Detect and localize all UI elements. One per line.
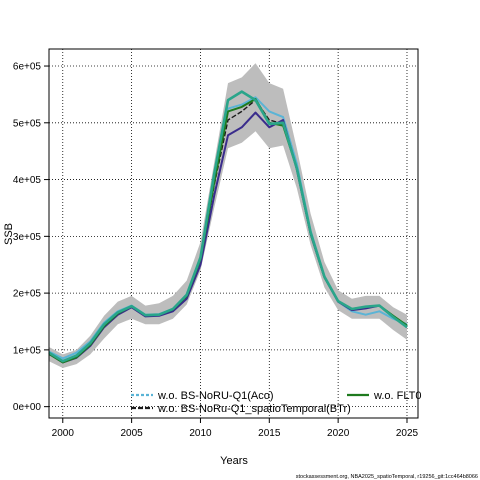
series-line — [48, 90, 408, 363]
x-axis-title: Years — [220, 455, 248, 467]
y-axis: 0e+00 1e+05 2e+05 3e+05 4e+05 5e+05 6e+05 — [13, 62, 49, 413]
legend-label: w.o. BS-NoRU-Q1(Aco) — [157, 390, 274, 402]
y-tick-label: 6e+05 — [13, 62, 42, 73]
legend-label: w.o. BS-NoRu-Q1_spatioTemporal(BTr) — [157, 403, 351, 415]
x-tick-label: 2025 — [396, 428, 419, 439]
x-tick-label: 2015 — [258, 428, 281, 439]
y-tick-label: 0e+00 — [13, 402, 42, 413]
x-tick-label: 2020 — [327, 428, 350, 439]
x-tick-label: 2005 — [120, 428, 143, 439]
series-layer — [48, 90, 408, 364]
x-axis: 2000 2005 2010 2015 2020 2025 — [52, 418, 419, 439]
y-axis-title: SSB — [3, 223, 15, 245]
y-tick-label: 3e+05 — [13, 232, 42, 243]
x-tick-label: 2010 — [189, 428, 212, 439]
confidence-band — [49, 63, 407, 368]
y-tick-label: 2e+05 — [13, 289, 42, 300]
y-tick-label: 1e+05 — [13, 345, 42, 356]
legend: w.o. BS-NoRU-Q1(Aco)w.o. BS-NoRu-Q1_spat… — [131, 390, 421, 415]
x-tick-label: 2000 — [52, 428, 75, 439]
y-tick-label: 4e+05 — [13, 175, 42, 186]
confidence-band-layer — [49, 63, 407, 368]
footer-text: stockassessment.org, NBA2025_spatioTempo… — [296, 474, 478, 480]
plot-frame — [48, 48, 419, 419]
legend-label: w.o. FLT0 — [373, 390, 421, 402]
y-tick-label: 5e+05 — [13, 118, 42, 129]
